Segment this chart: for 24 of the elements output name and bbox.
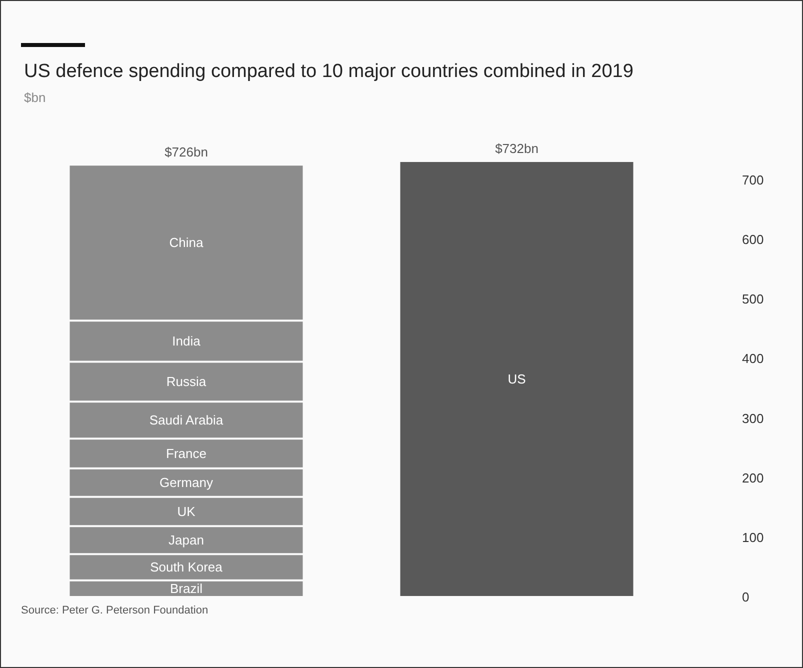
y-tick-label: 600	[742, 232, 764, 248]
y-tick-label: 700	[742, 172, 764, 188]
series-label: Japan	[168, 532, 204, 548]
series-label: India	[172, 334, 202, 349]
series-label: UK	[177, 504, 196, 520]
total-label: $726bn	[164, 144, 208, 160]
y-tick-label: 400	[742, 351, 764, 366]
chart-subtitle: $bn	[24, 90, 46, 105]
y-tick-label: 0	[742, 590, 750, 604]
total-label: $732bn	[495, 141, 538, 156]
series-label: Brazil	[170, 581, 203, 596]
y-tick-label: 200	[742, 470, 764, 486]
series-label: Saudi Arabia	[149, 412, 224, 428]
series-label: Russia	[166, 374, 207, 390]
series-label: France	[166, 446, 206, 461]
series-label: Germany	[160, 475, 214, 490]
chart-title: US defence spending compared to 10 major countries combined in 2019	[24, 61, 634, 82]
y-tick-label: 100	[742, 530, 764, 545]
y-tick-label: 300	[742, 410, 764, 426]
series-label: US	[508, 372, 526, 386]
series-label: China	[169, 235, 204, 250]
source-note: Source: Peter G. Peterson Foundation	[21, 604, 208, 616]
y-tick-label: 500	[742, 292, 764, 307]
series-label: South Korea	[150, 560, 224, 575]
